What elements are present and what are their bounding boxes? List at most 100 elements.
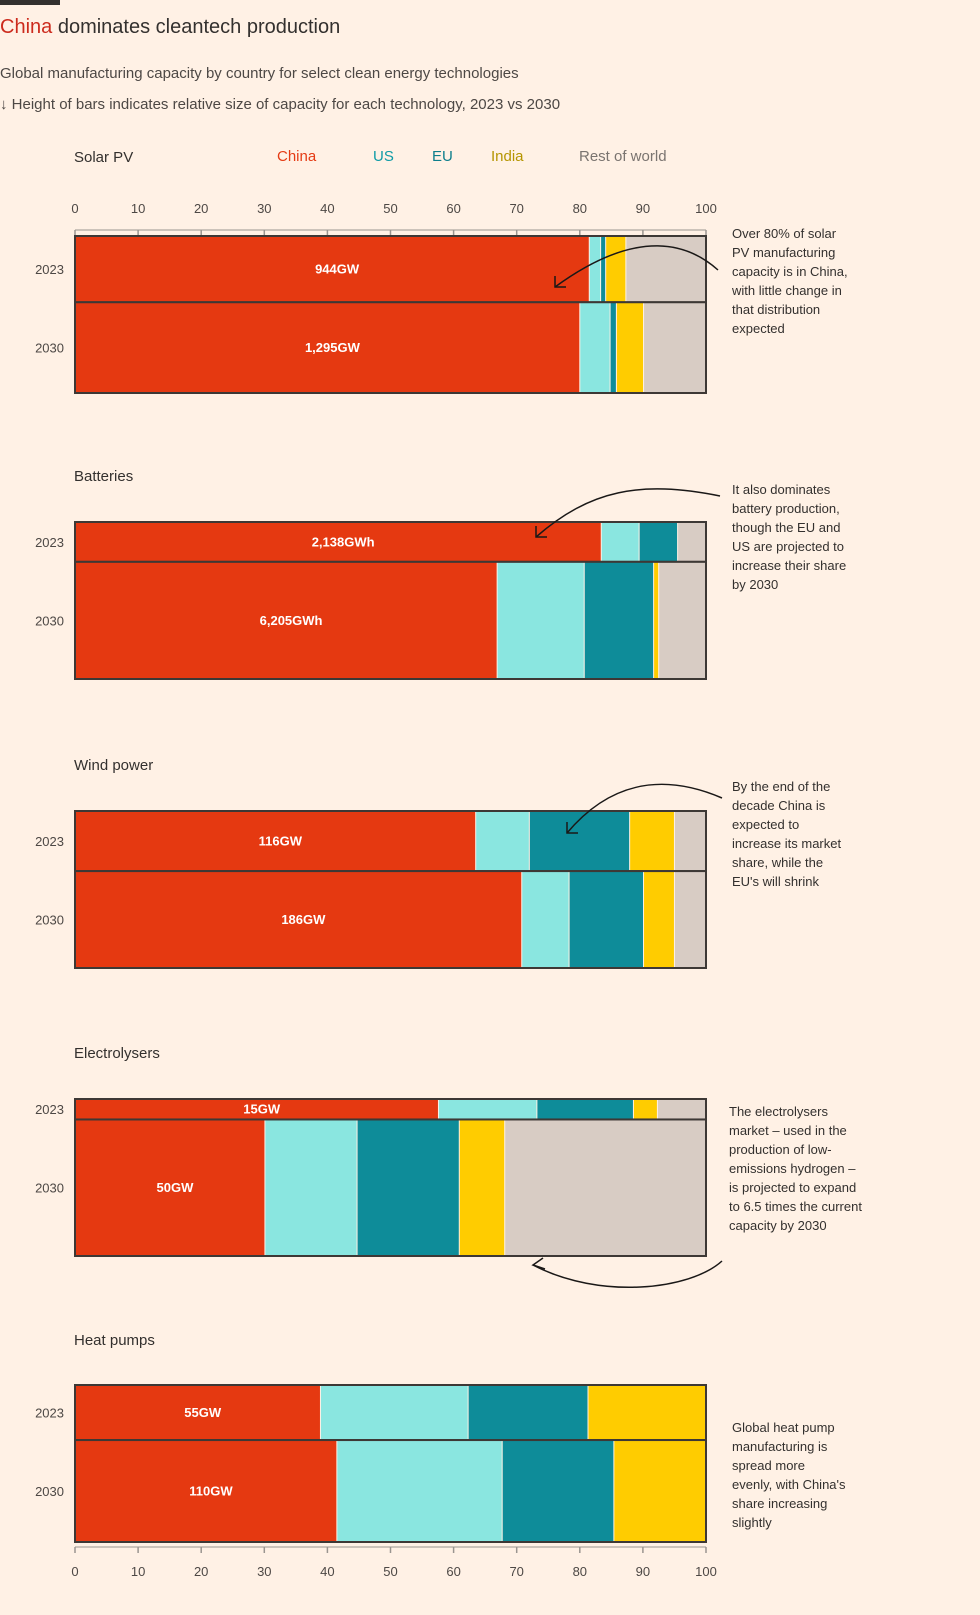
x-axis-top-tick-label-90: 90 <box>636 201 650 216</box>
bar-electrolysers-2030-india <box>459 1119 505 1256</box>
chart-title: China dominates cleantech production <box>0 16 340 39</box>
legend-us: US <box>373 148 394 165</box>
arrow-solar <box>554 245 719 288</box>
x-axis-top-tick-label-0: 0 <box>71 201 78 216</box>
arrow-wind <box>566 783 723 834</box>
arrow-electrolysers <box>532 1260 723 1288</box>
bar-electrolysers-2030-rest-of-world <box>504 1119 706 1256</box>
x-axis-top-tick-label-80: 80 <box>573 201 587 216</box>
bar-electrolysers-2023-india <box>633 1099 658 1120</box>
panel-title-batteries: Batteries <box>74 468 133 485</box>
title-highlight: China <box>0 16 53 38</box>
value-label-wind-power-2023: 116GW <box>259 834 303 849</box>
x-axis-bottom-tick-label-90: 90 <box>636 1564 650 1579</box>
top-accent-bar <box>0 0 60 5</box>
bar-wind-power-2030-eu <box>569 871 644 968</box>
x-axis-top-tick-label-40: 40 <box>320 201 334 216</box>
bar-heat-pumps-2023-china <box>75 1385 321 1441</box>
year-label-solar-pv-2023: 2023 <box>35 262 64 277</box>
bar-solar-pv-2023-us <box>589 236 601 303</box>
bar-batteries-2030-rest-of-world <box>658 561 706 679</box>
bar-wind-power-2023-eu <box>529 811 630 872</box>
bar-batteries-2023-eu <box>639 522 678 562</box>
bar-wind-power-2023-us <box>475 811 530 872</box>
bar-batteries-2023-rest-of-world <box>677 522 706 562</box>
bar-heat-pumps-2023-us <box>320 1385 469 1441</box>
bar-batteries-2023-us <box>601 522 640 562</box>
bar-batteries-2023-china <box>75 522 602 562</box>
bar-electrolysers-2023-rest-of-world <box>657 1099 706 1120</box>
x-axis-top-tick-label-30: 30 <box>257 201 271 216</box>
x-axis-bottom-tick-label-30: 30 <box>257 1564 271 1579</box>
value-label-batteries-2023: 2,138GWh <box>312 534 375 549</box>
bar-batteries-2030-eu <box>584 561 654 679</box>
bar-heat-pumps-2023-india <box>588 1385 706 1441</box>
annotation-wind: By the end of the decade China is expect… <box>732 779 842 889</box>
x-axis-bottom-tick-label-40: 40 <box>320 1564 334 1579</box>
bar-outline-heat-pumps-2030 <box>74 1439 707 1544</box>
bar-outline-solar-pv-2030 <box>74 301 707 395</box>
bar-heat-pumps-2030-eu <box>502 1440 614 1542</box>
value-label-solar-pv-2030: 1,295GW <box>305 340 361 355</box>
bar-solar-pv-2023-eu <box>600 236 606 303</box>
title-text: dominates cleantech production <box>52 16 341 38</box>
panel-title-wind-power: Wind power <box>74 757 153 774</box>
year-label-heat-pumps-2023: 2023 <box>35 1406 64 1421</box>
year-label-electrolysers-2023: 2023 <box>35 1102 64 1117</box>
legend-india: India <box>491 148 524 165</box>
year-label-batteries-2030: 2030 <box>35 613 64 628</box>
annotation-electrolysers: The electrolysers market – used in the p… <box>729 1104 862 1233</box>
bar-electrolysers-2030-eu <box>357 1119 460 1256</box>
x-axis-top-tick-label-50: 50 <box>383 201 397 216</box>
value-label-electrolysers-2030: 50GW <box>157 1180 195 1195</box>
arrow-solar-head <box>554 276 566 288</box>
year-label-heat-pumps-2030: 2030 <box>35 1484 64 1499</box>
year-label-solar-pv-2030: 2030 <box>35 341 64 356</box>
x-axis-bottom-tick-label-0: 0 <box>71 1564 78 1579</box>
panel-title-electrolysers: Electrolysers <box>74 1045 160 1062</box>
legend-rest-of-world: Rest of world <box>579 148 667 165</box>
bar-heat-pumps-2023-eu <box>468 1385 589 1441</box>
annotation-batteries: It also dominates battery production, th… <box>732 482 847 592</box>
value-label-batteries-2030: 6,205GWh <box>260 613 323 628</box>
year-label-wind-power-2030: 2030 <box>35 913 64 928</box>
x-axis-bottom-tick-label-50: 50 <box>383 1564 397 1579</box>
x-axis-bottom-tick-label-80: 80 <box>573 1564 587 1579</box>
x-axis-bottom-tick-label-70: 70 <box>509 1564 523 1579</box>
annotation-solar: Over 80% of solar PV manufacturing capac… <box>732 226 848 336</box>
x-axis-top-tick-label-20: 20 <box>194 201 208 216</box>
bar-electrolysers-2030-china <box>75 1119 265 1256</box>
legend-eu: EU <box>432 148 453 165</box>
x-axis-bottom-tick-label-10: 10 <box>131 1564 145 1579</box>
bar-heat-pumps-2030-us <box>336 1440 503 1542</box>
legend-china: China <box>277 148 317 165</box>
x-axis-top-tick-label-100: 100 <box>695 201 717 216</box>
bar-electrolysers-2023-us <box>438 1099 537 1120</box>
value-label-solar-pv-2023: 944GW <box>315 262 360 277</box>
chart-note: ↓ Height of bars indicates relative size… <box>0 96 561 113</box>
bar-outline-wind-power-2030 <box>74 870 707 970</box>
arrow-batteries <box>535 488 721 538</box>
arrow-wind-head <box>566 822 578 834</box>
bar-outline-batteries-2030 <box>74 560 707 680</box>
x-axis-top-tick-label-70: 70 <box>509 201 523 216</box>
bar-solar-pv-2030-india <box>616 302 644 393</box>
year-label-batteries-2023: 2023 <box>35 535 64 550</box>
bar-heat-pumps-2030-china <box>75 1440 337 1542</box>
bar-wind-power-2023-china <box>75 811 476 872</box>
bar-wind-power-2023-india <box>629 811 675 872</box>
bar-batteries-2030-china <box>75 561 498 679</box>
bar-batteries-2030-us <box>497 561 585 679</box>
bar-wind-power-2030-china <box>75 871 522 968</box>
panel-title-solar-pv: Solar PV <box>74 149 133 166</box>
bar-wind-power-2030-us <box>521 871 570 968</box>
x-axis-bottom-tick-label-20: 20 <box>194 1564 208 1579</box>
bar-outline-electrolysers-2030 <box>74 1118 707 1258</box>
arrow-batteries-head <box>535 526 547 538</box>
year-label-electrolysers-2030: 2030 <box>35 1181 64 1196</box>
value-label-heat-pumps-2030: 110GW <box>189 1484 233 1499</box>
bar-solar-pv-2030-china <box>75 302 580 393</box>
bar-wind-power-2030-rest-of-world <box>674 871 706 968</box>
bar-solar-pv-2023-india <box>605 236 626 303</box>
bar-solar-pv-2030-us <box>579 302 611 393</box>
